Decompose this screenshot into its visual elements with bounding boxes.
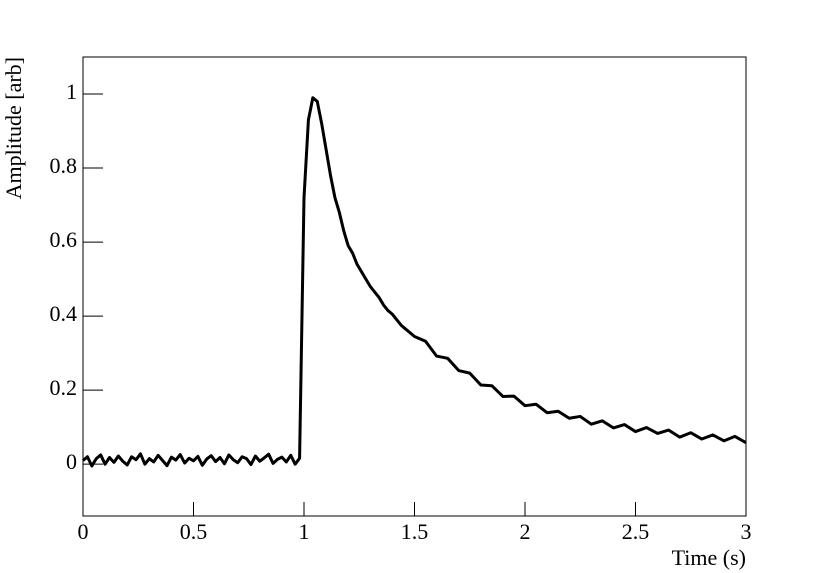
x-tick-label: 1.5 bbox=[401, 519, 429, 544]
y-tick-label: 0.8 bbox=[50, 153, 78, 178]
y-axis-label: Amplitude [arb] bbox=[1, 57, 26, 199]
y-tick-label: 0.6 bbox=[50, 227, 78, 252]
y-tick-label: 0.2 bbox=[50, 375, 78, 400]
x-tick-label: 2 bbox=[520, 519, 531, 544]
plot-frame bbox=[82, 56, 747, 517]
x-tick-label: 3 bbox=[741, 519, 752, 544]
y-tick-label: 1 bbox=[66, 79, 77, 104]
y-tick-label: 0 bbox=[66, 449, 77, 474]
x-tick-label: 0 bbox=[78, 519, 89, 544]
y-tick-label: 0.4 bbox=[50, 301, 78, 326]
x-tick-label: 1 bbox=[299, 519, 310, 544]
data-line bbox=[82, 96, 747, 468]
x-tick-label: 0.5 bbox=[180, 519, 208, 544]
x-tick-label: 2.5 bbox=[622, 519, 650, 544]
x-axis-label: Time (s) bbox=[672, 545, 746, 570]
